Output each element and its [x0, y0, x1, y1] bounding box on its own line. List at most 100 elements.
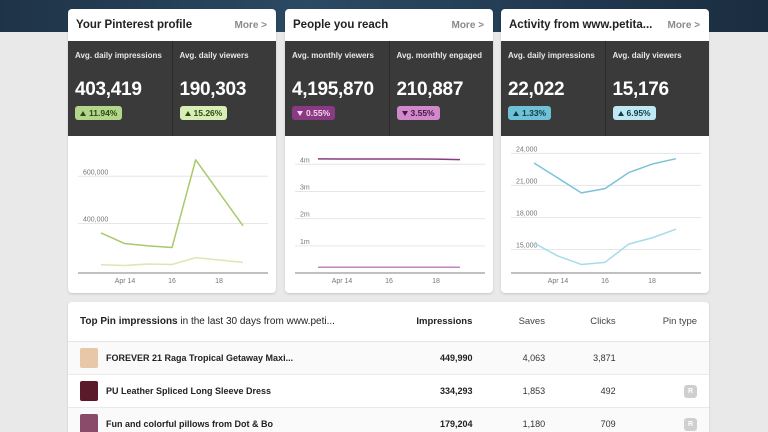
change-value: 15.26% [193, 108, 223, 118]
x-tick-label: 16 [601, 278, 609, 285]
more-link[interactable]: More > [234, 19, 267, 31]
y-tick-label: 24,000 [516, 146, 538, 153]
card-title: Activity from www.petita... [509, 19, 653, 31]
x-tick-label: Apr 14 [332, 278, 353, 285]
y-tick-label: 3m [300, 184, 310, 191]
stat-daily-impressions: Avg. daily impressions 22,022 1.33% [501, 41, 605, 136]
table-row[interactable]: PU Leather Spliced Long Sleeve Dress 334… [68, 375, 709, 408]
y-tick-label: 600,000 [83, 169, 108, 176]
x-tick-label: 16 [385, 278, 393, 285]
column-impressions[interactable]: Impressions [416, 316, 473, 327]
stat-viewers: Avg. daily viewers 190,303 15.26% [171, 41, 277, 136]
table-row[interactable]: FOREVER 21 Raga Tropical Getaway Maxi...… [68, 342, 709, 375]
x-tick-label: 18 [648, 278, 656, 285]
chart-svg: 4m 3m 2m 1m Apr 14 16 18 [295, 157, 485, 285]
stat-monthly-viewers: Avg. monthly viewers 4,195,870 0.55% [285, 41, 389, 136]
arrow-icon [401, 110, 408, 116]
stat-value: 403,419 [75, 79, 142, 100]
top-pins-table: Top Pin impressions in the last 30 days … [68, 302, 709, 432]
change-value: 6.95% [626, 108, 651, 118]
change-badge: 3.55% [396, 106, 440, 120]
stat-label: Avg. daily viewers [179, 51, 249, 60]
impressions-cell: 334,293 [440, 386, 473, 396]
change-badge: 6.95% [612, 106, 656, 120]
change-value: 1.33% [522, 108, 547, 118]
saves-cell: 4,063 [522, 353, 546, 363]
pin-thumbnail[interactable] [80, 348, 98, 368]
y-tick-label: 15,000 [516, 242, 538, 249]
saves-cell: 1,853 [522, 386, 546, 396]
x-tick-label: Apr 14 [548, 278, 569, 285]
column-saves[interactable]: Saves [518, 316, 545, 327]
stat-monthly-engaged: Avg. monthly engaged 210,887 3.55% [388, 41, 494, 136]
pin-type-tag: R [684, 384, 697, 398]
stat-value: 210,887 [396, 79, 464, 100]
arrow-icon [297, 110, 303, 116]
pin-title[interactable]: Fun and colorful pillows from Dot & Bo [106, 419, 273, 429]
pin-title[interactable]: FOREVER 21 Raga Tropical Getaway Maxi... [106, 353, 294, 363]
series-line [100, 256, 244, 267]
arrow-icon [80, 110, 86, 116]
line-chart: 4m 3m 2m 1m Apr 14 16 18 [285, 136, 493, 293]
y-tick-label: 400,000 [83, 216, 108, 223]
y-tick-label: 18,000 [516, 210, 538, 217]
card-header: People you reach More > [285, 9, 493, 41]
stat-label: Avg. daily impressions [75, 51, 162, 60]
y-tick-label: 21,000 [516, 178, 538, 185]
stat-label: Avg. monthly viewers [292, 51, 374, 60]
card-header: Activity from www.petita... More > [501, 9, 709, 41]
chart-svg: 24,000 21,000 18,000 15,000 Apr 14 16 18 [511, 146, 701, 285]
stat-label: Avg. daily impressions [508, 51, 595, 60]
table-row[interactable]: Fun and colorful pillows from Dot & Bo 1… [68, 408, 709, 432]
stat-value: 22,022 [508, 79, 565, 100]
stat-value: 15,176 [612, 79, 670, 100]
stats-panel: Avg. monthly viewers 4,195,870 0.55% Avg… [285, 41, 493, 136]
change-value: 3.55% [410, 108, 435, 118]
x-tick-label: 16 [168, 278, 176, 285]
change-badge: 1.33% [508, 106, 552, 120]
more-link[interactable]: More > [667, 19, 700, 31]
stat-impressions: Avg. daily impressions 403,419 11.94% [68, 41, 172, 136]
y-tick-label: 2m [300, 212, 310, 219]
series-line [533, 228, 677, 266]
pin-type-tag: R [684, 417, 697, 431]
clicks-cell: 3,871 [593, 353, 616, 363]
clicks-cell: 492 [600, 386, 616, 396]
chart-svg: 600,000 400,000 Apr 14 16 18 [78, 159, 268, 285]
x-tick-label: 18 [215, 278, 223, 285]
stat-label: Avg. daily viewers [612, 51, 682, 60]
line-chart: 600,000 400,000 Apr 14 16 18 [68, 136, 276, 293]
column-clicks[interactable]: Clicks [590, 316, 616, 327]
pintype-cell: R [616, 384, 697, 398]
more-link[interactable]: More > [451, 19, 484, 31]
change-badge: 11.94% [75, 106, 123, 120]
change-value: 0.55% [306, 108, 331, 118]
clicks-cell: 709 [600, 419, 616, 429]
impressions-cell: 449,990 [440, 353, 473, 363]
reach-card: People you reach More > Avg. monthly vie… [285, 9, 493, 293]
series-line [533, 157, 677, 194]
impressions-cell: 179,204 [440, 419, 473, 429]
stats-panel: Avg. daily impressions 22,022 1.33% Avg.… [501, 41, 709, 136]
table-header: Top Pin impressions in the last 30 days … [68, 302, 709, 342]
saves-cell: 1,180 [522, 419, 546, 429]
pintype-cell: R [616, 417, 697, 431]
y-tick-label: 1m [300, 239, 310, 246]
series-line [317, 158, 461, 161]
change-badge: 0.55% [292, 106, 336, 120]
table-title-bold: Top Pin impressions [80, 316, 178, 327]
series-line [100, 159, 244, 249]
change-badge: 15.26% [179, 106, 228, 120]
pin-thumbnail[interactable] [80, 414, 98, 432]
profile-card: Your Pinterest profile More > Avg. daily… [68, 9, 276, 293]
column-pin-type[interactable]: Pin type [662, 316, 698, 327]
pin-thumbnail[interactable] [80, 381, 98, 401]
stat-daily-viewers: Avg. daily viewers 15,176 6.95% [604, 41, 710, 136]
change-value: 11.94% [89, 108, 118, 118]
arrow-icon [617, 110, 624, 116]
stats-panel: Avg. daily impressions 403,419 11.94% Av… [68, 41, 276, 136]
arrow-icon [513, 110, 519, 116]
stat-value: 190,303 [179, 79, 247, 100]
card-title: Your Pinterest profile [76, 19, 193, 31]
pin-title[interactable]: PU Leather Spliced Long Sleeve Dress [106, 386, 272, 396]
